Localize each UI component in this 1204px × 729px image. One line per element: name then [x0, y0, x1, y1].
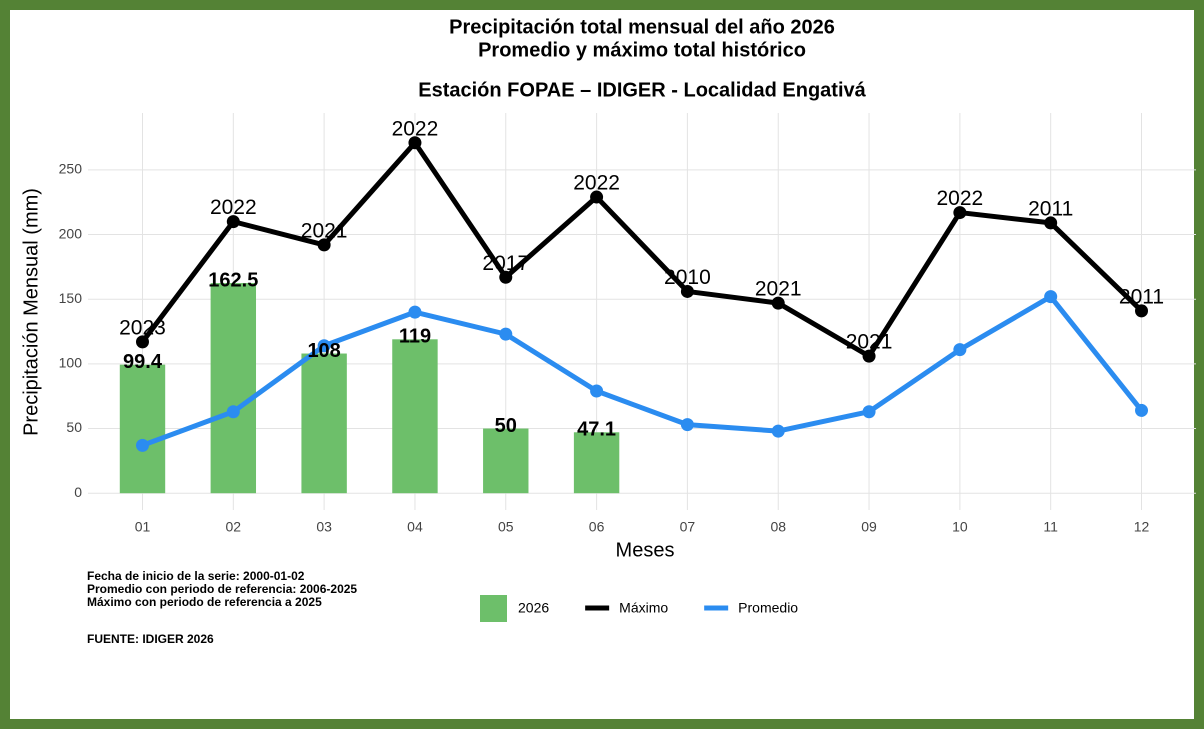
point-label: 2011 [1119, 285, 1164, 308]
line [140, 140, 1144, 359]
y-tick-label: 0 [74, 484, 82, 500]
point-label: 2021 [755, 278, 802, 301]
point [226, 215, 240, 229]
x-tick-label: 11 [1043, 519, 1058, 535]
x-tick-label: 05 [498, 519, 514, 535]
point-label: 2021 [301, 219, 348, 242]
y-tick-label: 150 [59, 290, 83, 306]
note: Máximo con periodo de referencia a 2025 [87, 595, 322, 609]
point [1044, 290, 1058, 304]
x-axis-title: Meses [616, 539, 675, 561]
point [408, 305, 422, 319]
point [680, 284, 694, 298]
point [317, 339, 331, 353]
point [1044, 216, 1058, 230]
bar [210, 283, 257, 494]
bar [573, 432, 620, 494]
point [135, 335, 149, 349]
bar-label: 108 [307, 340, 340, 362]
chart-subtitle: Promedio y máximo total histórico [478, 39, 806, 61]
point [771, 296, 785, 310]
x-tick-label: 08 [770, 519, 786, 535]
point [499, 270, 513, 284]
point-label: 2022 [392, 117, 439, 140]
x-tick-label: 04 [407, 519, 423, 535]
y-tick-label: 100 [59, 355, 83, 371]
bar [119, 364, 166, 494]
grid: 0 50 100 150 200 250 01 02 03 04 05 06 07 08 09 10 11 12 [59, 113, 1196, 535]
point [862, 349, 876, 363]
x-tick-label: 01 [135, 519, 151, 535]
bar-label: 99.4 [123, 351, 163, 373]
x-tick-label: 12 [1134, 519, 1150, 535]
point-label: 2022 [937, 187, 984, 210]
point [680, 418, 694, 432]
y-tick-label: 200 [59, 225, 83, 241]
bar [483, 428, 529, 494]
x-tick-label: 07 [680, 519, 696, 535]
y-tick-label: 250 [59, 161, 83, 177]
legend-label: 2026 [518, 600, 549, 616]
bar-label: 47.1 [577, 419, 616, 441]
x-tick-label: 06 [589, 519, 605, 535]
point [1135, 304, 1149, 318]
bar-label: 119 [399, 326, 431, 348]
x-tick-label: 02 [226, 519, 242, 535]
legend-label: Promedio [738, 600, 798, 616]
note: Promedio con periodo de referencia: 2006… [87, 582, 357, 596]
point-label: 2010 [664, 266, 711, 289]
point [862, 405, 876, 419]
bar-label: 50 [495, 415, 517, 437]
point [1135, 403, 1149, 417]
point-label: 2017 [482, 252, 529, 275]
y-axis-title: Precipitación Mensual (mm) [20, 188, 42, 436]
labels: 99.4 162.5 108 119 50 47.1 2023 2022 2021 2022 201… [119, 117, 1164, 440]
point [771, 424, 785, 438]
legend: 2026 Máximo Promedio [480, 595, 798, 622]
bar [301, 353, 347, 494]
y-tick-label: 50 [66, 419, 82, 435]
line [141, 294, 1144, 448]
x-tick-label: 09 [861, 519, 877, 535]
note: Fecha de inicio de la serie: 2000-01-02 [87, 569, 305, 583]
point [317, 238, 331, 252]
chart-subtitle: Estación FOPAE – IDIGER - Localidad Enga… [418, 79, 866, 101]
chart-title: Precipitación total mensual del año 2026 [449, 16, 835, 38]
marks [119, 136, 1149, 494]
bar-label: 162.5 [208, 269, 258, 291]
legend-swatch [480, 595, 507, 622]
point-label: 2023 [119, 316, 166, 339]
point-label: 2022 [210, 196, 257, 219]
point [135, 438, 149, 452]
point [499, 327, 513, 341]
point-label: 2021 [846, 331, 893, 354]
point-label: 2011 [1028, 197, 1073, 220]
x-tick-label: 10 [952, 519, 968, 535]
source: FUENTE: IDIGER 2026 [87, 632, 214, 646]
bar [392, 339, 438, 494]
point [953, 343, 967, 357]
point [590, 190, 604, 204]
point [953, 206, 967, 220]
point [408, 136, 422, 150]
point [226, 405, 240, 419]
legend-label: Máximo [619, 600, 668, 616]
point [590, 384, 604, 398]
point-label: 2022 [573, 172, 620, 195]
x-tick-label: 03 [316, 519, 332, 535]
